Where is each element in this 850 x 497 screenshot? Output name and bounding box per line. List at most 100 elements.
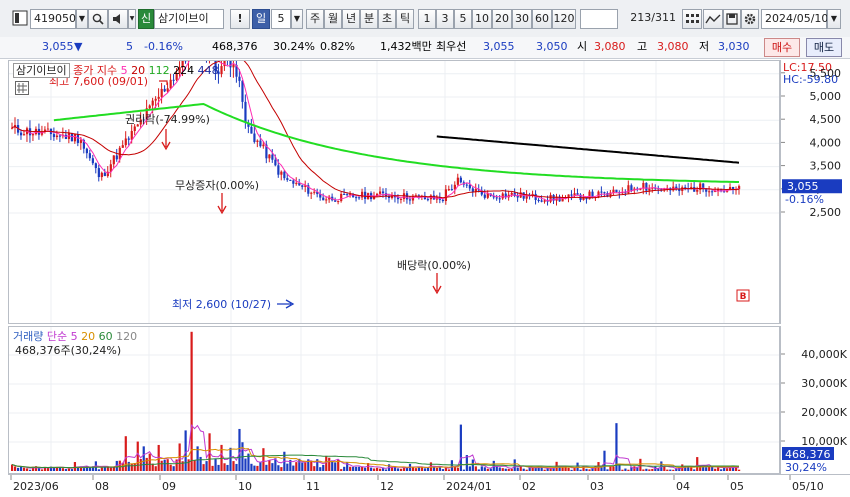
interval-button-120[interactable]: 120 [552, 9, 576, 29]
volume-bar [184, 430, 187, 471]
candle-body [471, 188, 474, 193]
vol-ma20-line [11, 446, 740, 469]
volume-bar [67, 468, 71, 471]
sell-button[interactable]: 매도 [806, 38, 842, 57]
dividend-arrow [432, 273, 442, 295]
volume-bar [193, 460, 196, 471]
volume-bar [381, 467, 385, 471]
current-price: 3,055 [42, 40, 74, 53]
interval-button-20[interactable]: 20 [492, 9, 512, 29]
candle-body [286, 178, 289, 180]
interval-button-5[interactable]: 5 [454, 9, 472, 29]
date-dropdown-icon[interactable]: ▼ [827, 9, 841, 29]
volume-bar [325, 455, 328, 471]
interval-button-10[interactable]: 10 [472, 9, 492, 29]
period-button-0[interactable]: 주 [306, 9, 324, 29]
speaker-icon[interactable] [108, 9, 128, 29]
period-button-5[interactable]: 틱 [396, 9, 414, 29]
volume-bar [349, 466, 352, 471]
date-tick: 2023/06 [13, 480, 59, 493]
volume-bar [181, 461, 184, 471]
volume-legend-ma60: 60 [98, 330, 113, 343]
gear-icon[interactable] [741, 9, 759, 29]
period-button-1[interactable]: 월 [324, 9, 342, 29]
volume-bar [546, 468, 549, 471]
volume-bar [31, 466, 35, 471]
price-chart-panel[interactable]: 최고 7,600 (09/01) 권리락(-74.99%) 무상증자(0.00%) 배… [8, 0, 780, 324]
candle-body [384, 193, 388, 197]
best-sell-price: 3,055 [483, 40, 515, 53]
candle-body [22, 134, 26, 136]
period-count-input[interactable]: 5 [271, 9, 291, 29]
candle-body [271, 154, 274, 160]
speaker-dropdown-icon[interactable]: ▼ [128, 9, 136, 29]
volume-bar [370, 467, 373, 471]
candle-body [441, 199, 445, 202]
volume-bar [519, 466, 522, 471]
date-tick: 09 [162, 480, 176, 493]
best-price-label: 최우선 [436, 40, 467, 53]
volume-bar [217, 464, 220, 471]
volume-legend-ma-label: 단순 [46, 330, 68, 343]
period-button-3[interactable]: 분 [360, 9, 378, 29]
candle-body [346, 194, 349, 196]
volume-bar [438, 467, 442, 471]
volume-bar [522, 468, 525, 471]
signal-badge[interactable]: B [736, 289, 750, 302]
annotation-high: 최고 7,600 (09/01) [49, 75, 148, 88]
period-button-4[interactable]: 초 [378, 9, 396, 29]
volume-legend: 거래량 단순 5 20 60 120 [13, 328, 137, 344]
current-price-label: 3,055 [787, 180, 819, 193]
period-button-2[interactable]: 년 [342, 9, 360, 29]
legend-toggle-icon[interactable] [15, 81, 29, 95]
candle-body [79, 140, 83, 143]
volume-bar [516, 467, 519, 471]
volume-bar [651, 468, 654, 471]
interval-select[interactable] [580, 9, 618, 29]
interval-button-3[interactable]: 3 [436, 9, 454, 29]
volume-bar [190, 331, 193, 471]
volume-bar [573, 467, 576, 471]
volume-bar [259, 461, 262, 471]
candle-body [444, 189, 448, 202]
volume-bar [34, 466, 38, 471]
volume-bar [11, 464, 14, 471]
search-icon[interactable] [88, 9, 108, 29]
date-input[interactable]: 2024/05/10 [761, 9, 828, 29]
volume-bar [313, 466, 316, 471]
volume-chart[interactable] [9, 327, 779, 473]
alert-button[interactable]: ! [230, 9, 250, 29]
volume-bar [124, 436, 127, 471]
volume-bar [73, 462, 77, 471]
volume-bar [618, 463, 621, 471]
volume-bar [534, 467, 537, 471]
period-count-dropdown-icon[interactable]: ▼ [291, 9, 303, 29]
price-chart[interactable]: 최고 7,600 (09/01) 권리락(-74.99%) 무상증자(0.00%) 배… [9, 0, 779, 323]
volume-bar [40, 469, 44, 471]
period-day-button[interactable]: 일 [252, 9, 270, 29]
dots-icon[interactable] [682, 9, 702, 29]
volume-bar [304, 462, 307, 471]
interval-button-30[interactable]: 30 [512, 9, 532, 29]
volume-bar [732, 466, 735, 471]
layout-icon[interactable] [10, 9, 30, 29]
volume-bar [552, 468, 555, 471]
save-icon[interactable] [723, 9, 741, 29]
trend-icon[interactable] [703, 9, 723, 29]
volume-bar [49, 466, 53, 471]
code-dropdown-icon[interactable]: ▼ [76, 9, 88, 29]
vol-ma60-line [11, 454, 740, 469]
stock-name-field[interactable]: 삼기이브이 [154, 9, 224, 29]
candle-body [621, 192, 624, 194]
buy-button[interactable]: 매수 [764, 38, 800, 57]
candle-body [310, 192, 313, 194]
interval-button-60[interactable]: 60 [532, 9, 552, 29]
stock-code-input[interactable]: 419050 [30, 9, 76, 29]
volume-tick: 40,000K [801, 348, 847, 361]
volume-chart-panel[interactable]: 거래량 단순 5 20 60 120 468,376주(30,24%) [8, 326, 780, 474]
candle-body [570, 194, 573, 196]
volume-bar [675, 468, 678, 471]
interval-button-1[interactable]: 1 [418, 9, 436, 29]
candle-body [729, 186, 732, 191]
candle-body [11, 127, 14, 129]
